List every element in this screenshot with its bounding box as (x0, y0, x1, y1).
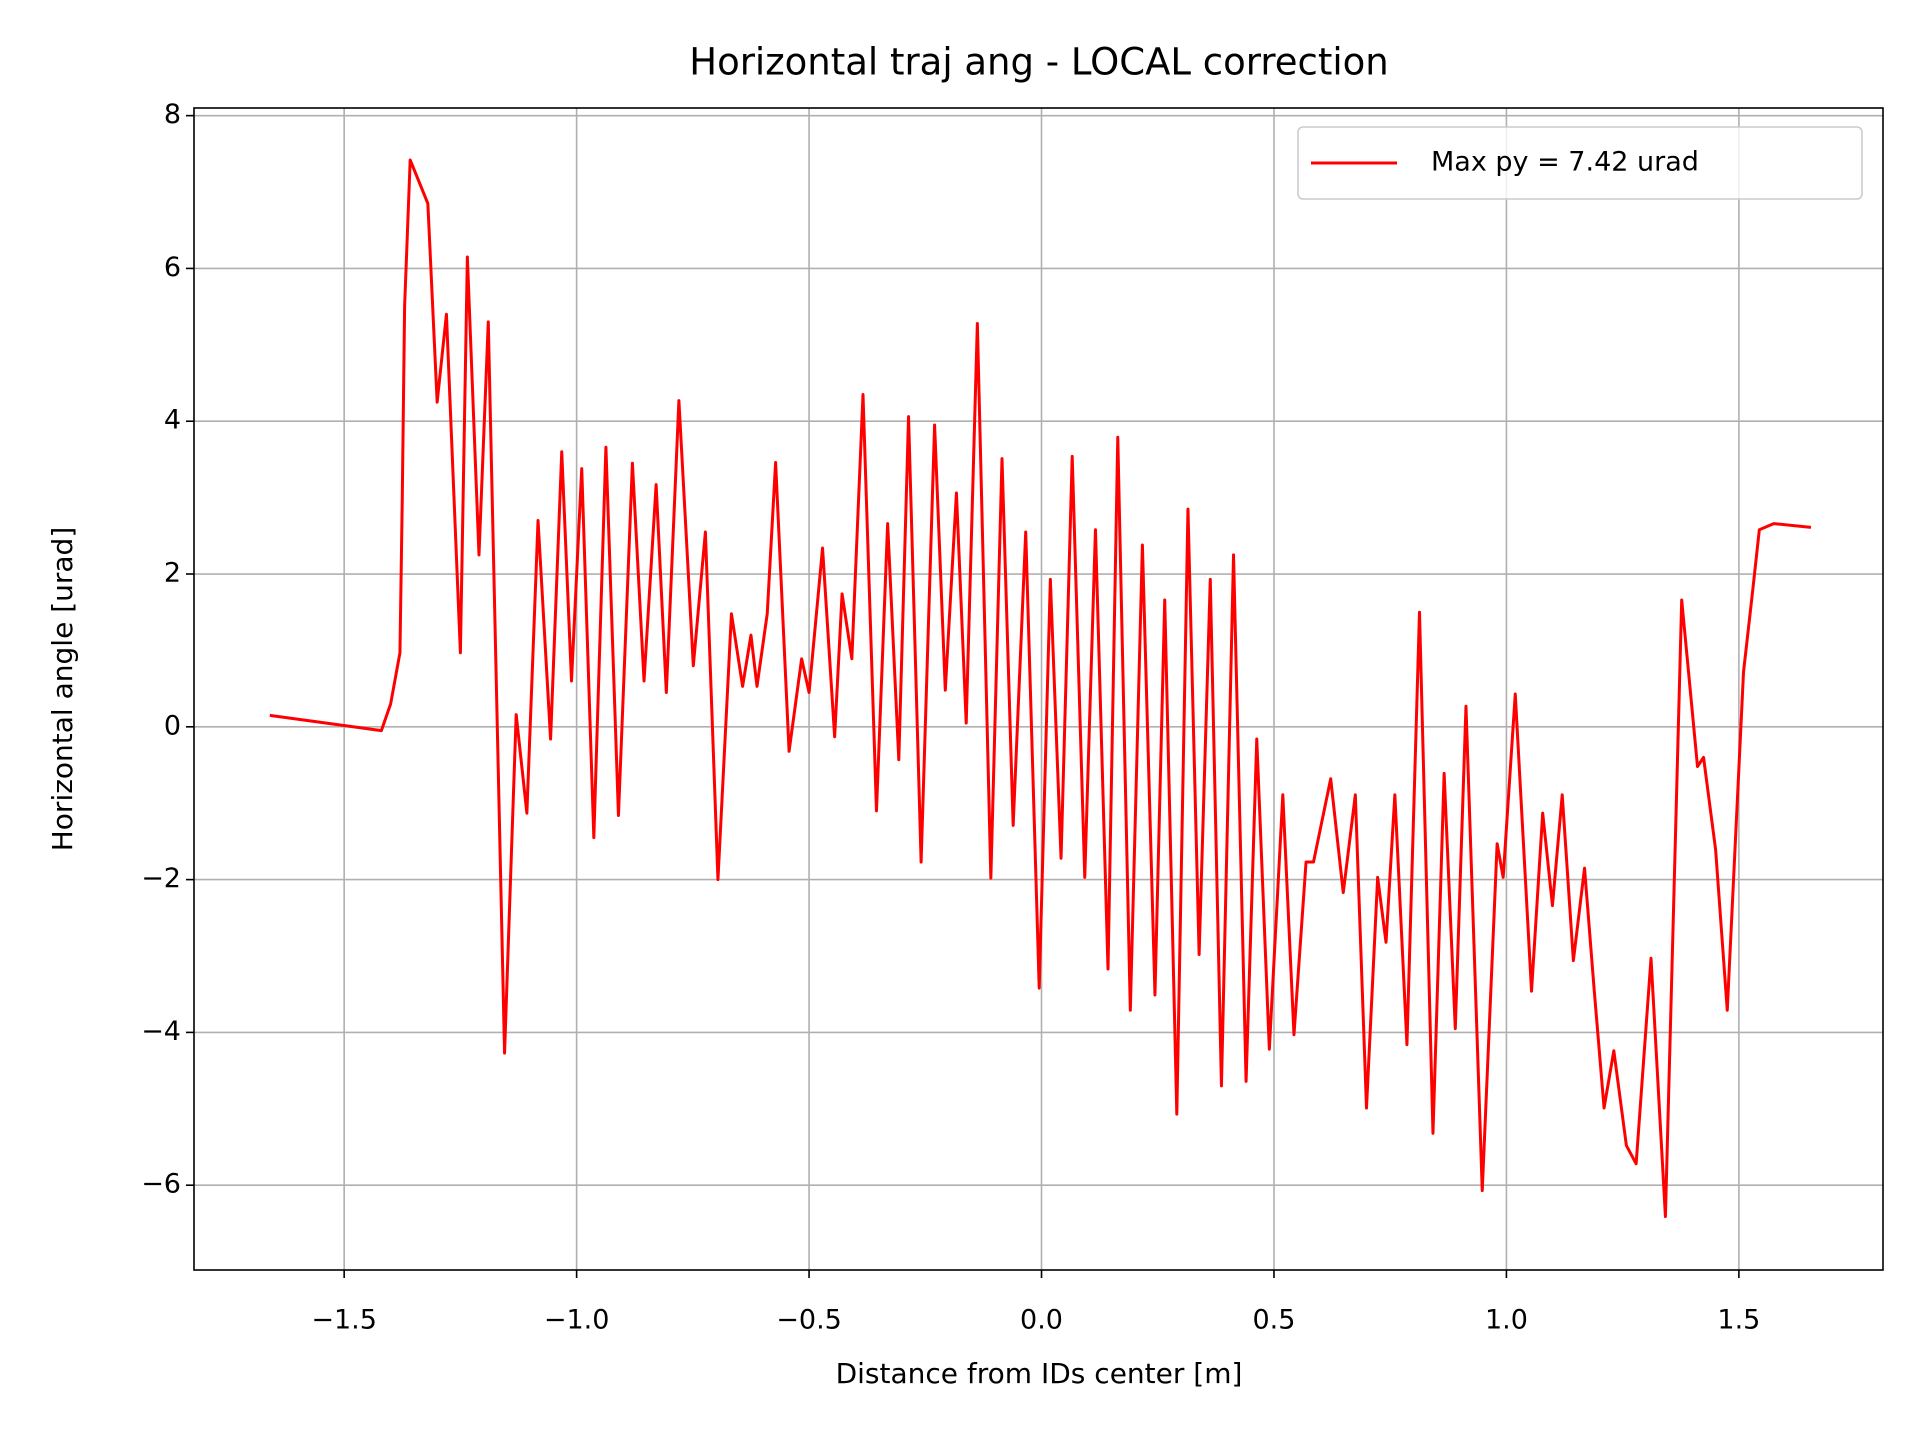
y-tick-label: −2 (141, 863, 181, 894)
x-tick-label: 1.5 (1717, 1305, 1760, 1336)
y-tick-label: −6 (141, 1169, 181, 1200)
chart-title: Horizontal traj ang - LOCAL correction (689, 41, 1388, 84)
plot-area: −1.5 −1.0 −0.5 0.0 0.5 1.0 1.5 −6 −4 −2 0 2 4 6 8 Max p… (141, 99, 1884, 1336)
x-tick-label: 0.0 (1020, 1305, 1063, 1336)
y-tick-label: 4 (164, 405, 181, 436)
y-tick-label: 0 (164, 710, 181, 741)
x-axis-label: Distance from IDs center [m] (836, 1357, 1243, 1390)
x-tick-label: 1.0 (1485, 1305, 1528, 1336)
y-tick-label: 6 (164, 252, 181, 283)
legend-label: Max py = 7.42 urad (1431, 147, 1699, 178)
axes-frame (193, 107, 1884, 1271)
y-tick-label: 8 (164, 99, 181, 130)
y-tick-label: 2 (164, 558, 181, 589)
x-tick-label: −1.5 (311, 1305, 377, 1336)
x-tick-label: 0.5 (1252, 1305, 1295, 1336)
x-tick-label: −0.5 (776, 1305, 842, 1336)
legend-box (1297, 126, 1863, 200)
y-tick-label: −4 (141, 1016, 181, 1047)
legend: Max py = 7.42 urad (1297, 126, 1863, 200)
data-line (269, 158, 1812, 1219)
x-tick-label: −1.0 (544, 1305, 610, 1336)
y-axis-label: Horizontal angle [urad] (46, 527, 79, 852)
